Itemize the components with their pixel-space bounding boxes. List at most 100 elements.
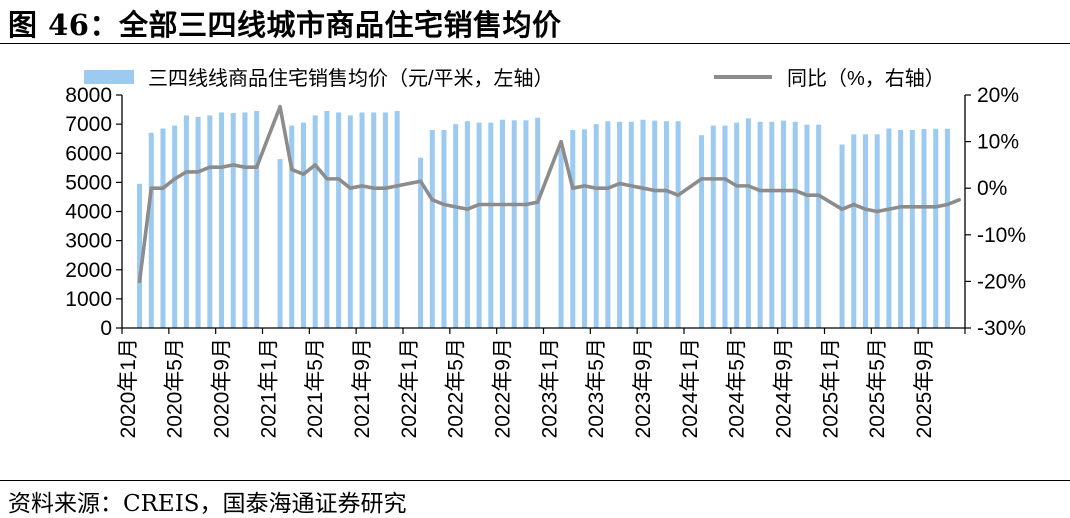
- line-point: [922, 205, 926, 209]
- bar: [476, 122, 482, 328]
- x-tick-label: 2022年1月: [398, 338, 421, 438]
- bar: [710, 125, 716, 328]
- line-point: [290, 167, 294, 172]
- bar: [722, 125, 728, 328]
- bar: [277, 159, 283, 328]
- bar: [137, 183, 143, 328]
- bar: [628, 121, 634, 328]
- right-tick-label: -10%: [977, 224, 1026, 247]
- x-tick-label: 2023年1月: [538, 338, 561, 438]
- line-point: [430, 198, 434, 202]
- bar: [160, 128, 166, 328]
- line-point: [758, 188, 762, 193]
- line-point: [383, 186, 388, 190]
- bar: [874, 134, 880, 328]
- bar: [617, 121, 623, 328]
- line-point: [500, 202, 505, 207]
- line-point: [208, 165, 212, 169]
- line-point: [899, 205, 903, 209]
- right-tick-label: 20%: [977, 84, 1019, 107]
- source-rule: [0, 480, 1070, 481]
- line-point: [524, 202, 528, 207]
- bar: [570, 129, 576, 328]
- line-point: [477, 202, 481, 207]
- x-tick-label: 2023年9月: [632, 338, 655, 438]
- bar: [839, 144, 845, 328]
- axes: 0 1000 2000 3000 4000 5000 6000 7000 8000 -30% -20…: [65, 84, 1026, 438]
- bar: [675, 121, 681, 329]
- line-point: [337, 177, 341, 181]
- line-point: [360, 184, 364, 188]
- bar: [324, 111, 330, 329]
- bar: [195, 116, 201, 328]
- bar: [898, 129, 904, 328]
- x-tick-label: 2024年9月: [773, 338, 796, 438]
- bar: [242, 112, 248, 328]
- line-point: [887, 207, 891, 211]
- line-point: [571, 186, 575, 190]
- bar: [804, 124, 810, 329]
- bar: [347, 115, 353, 328]
- bar: [640, 119, 646, 328]
- line-point: [735, 184, 739, 188]
- bar: [488, 122, 494, 328]
- bar: [523, 120, 529, 328]
- line-point: [770, 188, 774, 193]
- line-point: [313, 163, 317, 167]
- bar: [382, 112, 388, 328]
- bar: [593, 124, 599, 329]
- line-point: [711, 177, 715, 181]
- bar: [464, 121, 470, 329]
- bar: [663, 121, 669, 329]
- left-tick-label: 3000: [65, 230, 112, 253]
- line-point: [910, 205, 914, 209]
- line-point: [606, 186, 610, 190]
- bar: [781, 120, 787, 328]
- right-tick-label: 10%: [977, 131, 1019, 154]
- bar: [183, 115, 189, 328]
- bar: [921, 129, 927, 328]
- left-tick-label: 7000: [65, 113, 112, 136]
- bar: [933, 128, 939, 328]
- line-point: [348, 186, 352, 190]
- line-point: [184, 170, 188, 174]
- line-point: [934, 205, 938, 209]
- bar: [652, 120, 658, 328]
- bar: [851, 134, 857, 328]
- bar: [230, 113, 236, 328]
- bar: [792, 121, 798, 328]
- bar: [511, 120, 517, 328]
- line-point: [231, 163, 235, 167]
- bar: [429, 129, 435, 328]
- line-point: [418, 179, 423, 183]
- x-tick-label: 2020年5月: [164, 338, 187, 438]
- bar: [581, 129, 587, 328]
- line-point: [559, 140, 563, 144]
- bar: [909, 129, 915, 328]
- line-point: [278, 105, 282, 109]
- title-rule: [0, 43, 1070, 44]
- bar: [816, 124, 822, 329]
- line-point: [852, 202, 856, 207]
- line-point: [676, 193, 680, 197]
- line-point: [629, 184, 633, 188]
- line-point: [618, 181, 622, 186]
- line-point: [465, 207, 469, 211]
- x-tick-label: 2023年5月: [585, 338, 608, 438]
- left-tick-label: 5000: [65, 171, 112, 194]
- legend: 三四线线商品住宅销售均价（元/平米，左轴） 同比（%，右轴）: [84, 67, 945, 90]
- line-point: [664, 188, 669, 193]
- line-point: [536, 200, 540, 204]
- source-note: 资料来源：CREIS，国泰海通证券研究: [8, 491, 407, 517]
- line-point: [805, 193, 809, 197]
- x-tick-label: 2024年1月: [679, 338, 702, 438]
- line-point: [723, 177, 727, 181]
- left-tick-label: 6000: [65, 142, 112, 165]
- bar: [734, 122, 740, 328]
- bar: [769, 121, 775, 328]
- bar: [336, 112, 342, 328]
- line-point: [781, 188, 786, 193]
- x-tick-label: 2022年9月: [492, 338, 515, 438]
- line-point: [489, 202, 493, 207]
- line-point: [840, 207, 844, 211]
